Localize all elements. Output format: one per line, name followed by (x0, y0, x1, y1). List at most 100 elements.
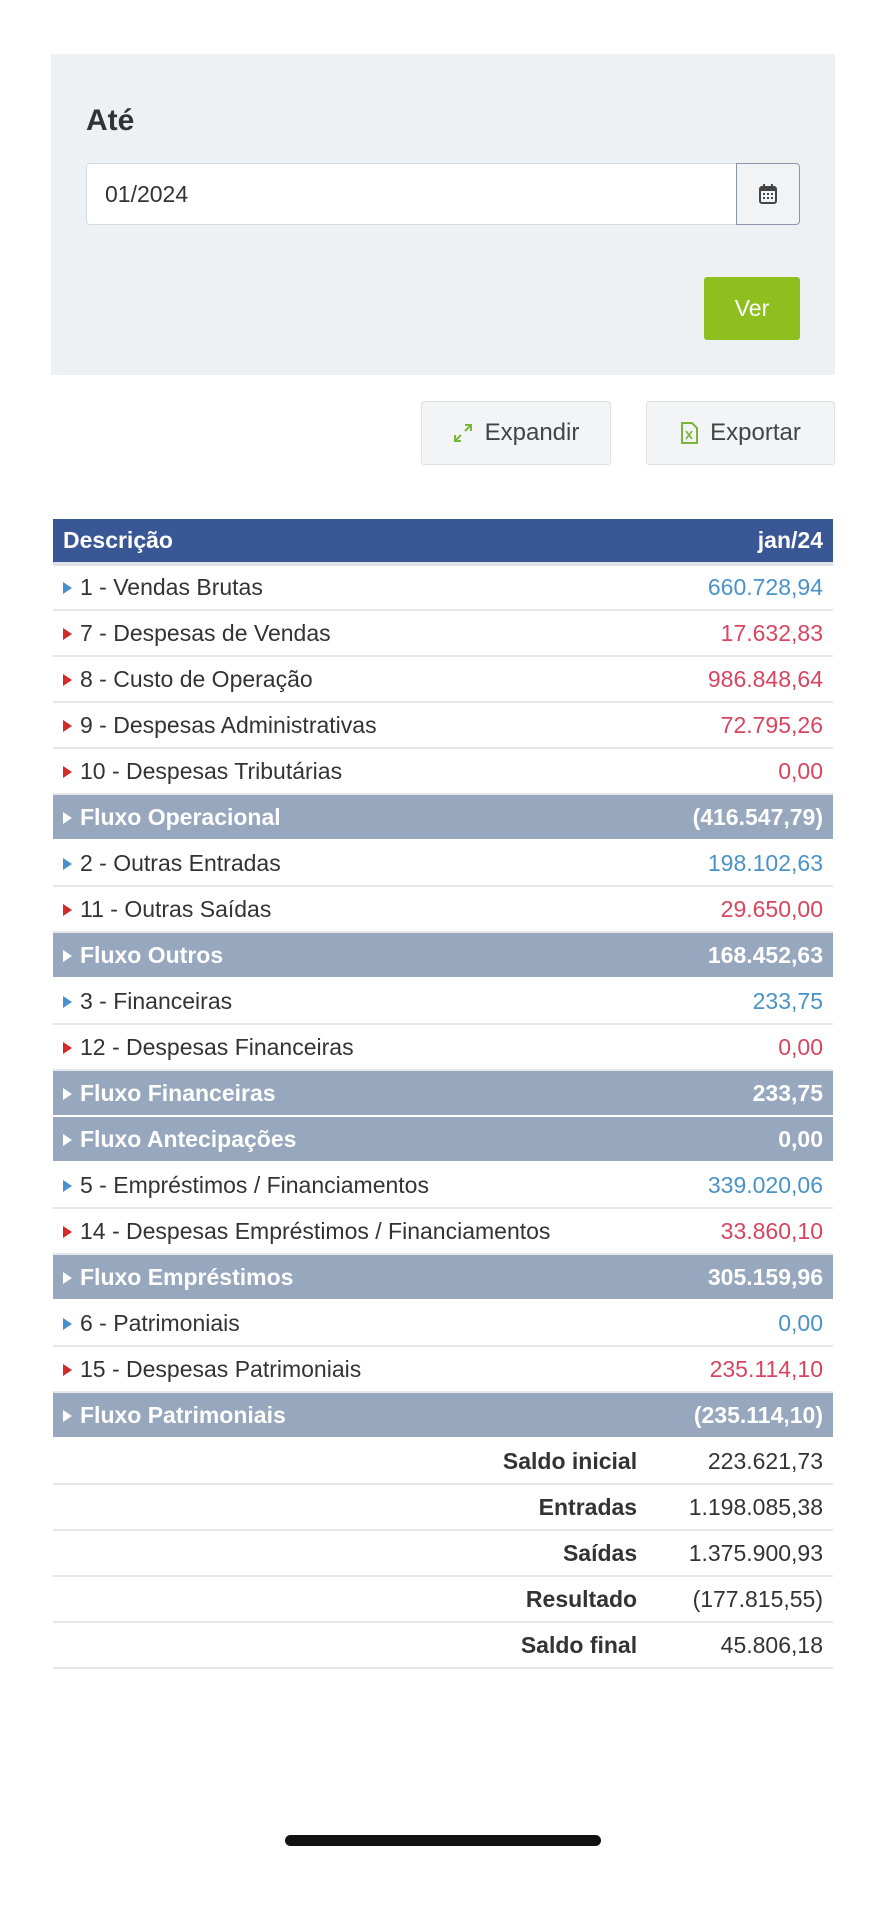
expand-triangle-icon[interactable] (63, 949, 72, 962)
expand-triangle-icon[interactable] (63, 1317, 72, 1330)
row-label[interactable]: 10 - Despesas Tributárias (53, 748, 652, 795)
row-value: 0,00 (651, 748, 833, 795)
table-row[interactable]: 9 - Despesas Administrativas 72.795,26 (53, 702, 833, 749)
group-total-row[interactable]: Fluxo Patrimoniais (235.114,10) (53, 1392, 833, 1439)
row-label[interactable]: Fluxo Antecipações (53, 1116, 652, 1163)
summary-row: Saldo final 45.806,18 (53, 1622, 833, 1669)
row-label[interactable]: 2 - Outras Entradas (53, 840, 652, 887)
row-value: 986.848,64 (651, 656, 833, 703)
expand-triangle-icon[interactable] (63, 1225, 72, 1238)
row-value: 0,00 (651, 1300, 833, 1347)
row-label[interactable]: Fluxo Outros (53, 932, 652, 979)
export-button[interactable]: Exportar (646, 401, 835, 465)
row-value: 235.114,10 (651, 1346, 833, 1393)
row-value: 33.860,10 (651, 1208, 833, 1255)
row-label-text: 10 - Despesas Tributárias (80, 757, 343, 784)
expand-triangle-icon[interactable] (63, 1179, 72, 1192)
row-value: 233,75 (651, 978, 833, 1025)
calendar-icon (759, 184, 777, 204)
cash-flow-table: Descrição jan/24 1 - Vendas Brutas 660.72… (53, 519, 833, 1669)
header-description: Descrição (53, 519, 652, 566)
row-value: 0,00 (651, 1024, 833, 1071)
row-label-text: 15 - Despesas Patrimoniais (80, 1355, 362, 1382)
row-label-text: 7 - Despesas de Vendas (80, 619, 331, 646)
expand-triangle-icon[interactable] (63, 1087, 72, 1100)
row-label-text: Fluxo Antecipações (80, 1125, 297, 1152)
row-label-text: 14 - Despesas Empréstimos / Financiament… (80, 1217, 551, 1244)
summary-row: Saldo inicial 223.621,73 (53, 1438, 833, 1485)
row-label[interactable]: Fluxo Operacional (53, 794, 652, 841)
export-label: Exportar (710, 419, 801, 446)
expand-triangle-icon[interactable] (63, 811, 72, 824)
row-value: 339.020,06 (651, 1162, 833, 1209)
summary-value: 223.621,73 (651, 1438, 833, 1485)
table-row[interactable]: 7 - Despesas de Vendas 17.632,83 (53, 610, 833, 657)
table-row[interactable]: 8 - Custo de Operação 986.848,64 (53, 656, 833, 703)
row-label[interactable]: Fluxo Empréstimos (53, 1254, 652, 1301)
table-row[interactable]: 12 - Despesas Financeiras 0,00 (53, 1024, 833, 1071)
date-input[interactable]: 01/2024 (86, 163, 737, 225)
header-period: jan/24 (651, 519, 833, 566)
table-row[interactable]: 15 - Despesas Patrimoniais 235.114,10 (53, 1346, 833, 1393)
table-row[interactable]: 1 - Vendas Brutas 660.728,94 (53, 564, 833, 611)
summary-value: (177.815,55) (651, 1576, 833, 1623)
row-label-text: Fluxo Empréstimos (80, 1263, 294, 1290)
group-total-row[interactable]: Fluxo Outros 168.452,63 (53, 932, 833, 979)
home-indicator[interactable] (285, 1835, 601, 1846)
expand-triangle-icon[interactable] (63, 719, 72, 732)
expand-triangle-icon[interactable] (63, 673, 72, 686)
calendar-button[interactable] (736, 163, 800, 225)
row-value: (416.547,79) (651, 794, 833, 841)
row-label[interactable]: 15 - Despesas Patrimoniais (53, 1346, 652, 1393)
row-label-text: Fluxo Outros (80, 941, 224, 968)
row-label[interactable]: 9 - Despesas Administrativas (53, 702, 652, 749)
group-total-row[interactable]: Fluxo Operacional (416.547,79) (53, 794, 833, 841)
expand-triangle-icon[interactable] (63, 903, 72, 916)
expand-triangle-icon[interactable] (63, 995, 72, 1008)
group-total-row[interactable]: Fluxo Empréstimos 305.159,96 (53, 1254, 833, 1301)
row-label[interactable]: 14 - Despesas Empréstimos / Financiament… (53, 1208, 652, 1255)
expand-triangle-icon[interactable] (63, 1409, 72, 1422)
expand-button[interactable]: Expandir (421, 401, 611, 465)
row-label-text: Fluxo Financeiras (80, 1079, 276, 1106)
filter-panel: Até 01/2024 Ver (51, 54, 835, 375)
table-row[interactable]: 3 - Financeiras 233,75 (53, 978, 833, 1025)
group-total-row[interactable]: Fluxo Antecipações 0,00 (53, 1116, 833, 1163)
expand-triangle-icon[interactable] (63, 1271, 72, 1284)
row-label[interactable]: Fluxo Financeiras (53, 1070, 652, 1117)
expand-triangle-icon[interactable] (63, 765, 72, 778)
table-row[interactable]: 10 - Despesas Tributárias 0,00 (53, 748, 833, 795)
table-row[interactable]: 14 - Despesas Empréstimos / Financiament… (53, 1208, 833, 1255)
row-label-text: 8 - Custo de Operação (80, 665, 313, 692)
row-label-text: 6 - Patrimoniais (80, 1309, 240, 1336)
expand-triangle-icon[interactable] (63, 1363, 72, 1376)
expand-triangle-icon[interactable] (63, 1133, 72, 1146)
expand-triangle-icon[interactable] (63, 1041, 72, 1054)
row-value: 29.650,00 (651, 886, 833, 933)
row-label[interactable]: 11 - Outras Saídas (53, 886, 652, 933)
row-label[interactable]: 12 - Despesas Financeiras (53, 1024, 652, 1071)
row-label-text: 5 - Empréstimos / Financiamentos (80, 1171, 429, 1198)
row-value: (235.114,10) (651, 1392, 833, 1439)
row-value: 0,00 (651, 1116, 833, 1163)
summary-row: Resultado (177.815,55) (53, 1576, 833, 1623)
group-total-row[interactable]: Fluxo Financeiras 233,75 (53, 1070, 833, 1117)
expand-triangle-icon[interactable] (63, 627, 72, 640)
table-row[interactable]: 2 - Outras Entradas 198.102,63 (53, 840, 833, 887)
table-row[interactable]: 11 - Outras Saídas 29.650,00 (53, 886, 833, 933)
row-label[interactable]: 5 - Empréstimos / Financiamentos (53, 1162, 652, 1209)
row-label[interactable]: 8 - Custo de Operação (53, 656, 652, 703)
table-row[interactable]: 6 - Patrimoniais 0,00 (53, 1300, 833, 1347)
ver-button[interactable]: Ver (704, 277, 800, 340)
table-row[interactable]: 5 - Empréstimos / Financiamentos 339.020,… (53, 1162, 833, 1209)
row-label[interactable]: Fluxo Patrimoniais (53, 1392, 652, 1439)
expand-triangle-icon[interactable] (63, 857, 72, 870)
expand-triangle-icon[interactable] (63, 582, 72, 594)
row-label[interactable]: 6 - Patrimoniais (53, 1300, 652, 1347)
row-label[interactable]: 7 - Despesas de Vendas (53, 610, 652, 657)
expand-label: Expandir (484, 419, 580, 446)
summary-value: 45.806,18 (651, 1622, 833, 1669)
row-label[interactable]: 1 - Vendas Brutas (53, 564, 652, 611)
row-label-text: 3 - Financeiras (80, 987, 233, 1014)
row-label[interactable]: 3 - Financeiras (53, 978, 652, 1025)
